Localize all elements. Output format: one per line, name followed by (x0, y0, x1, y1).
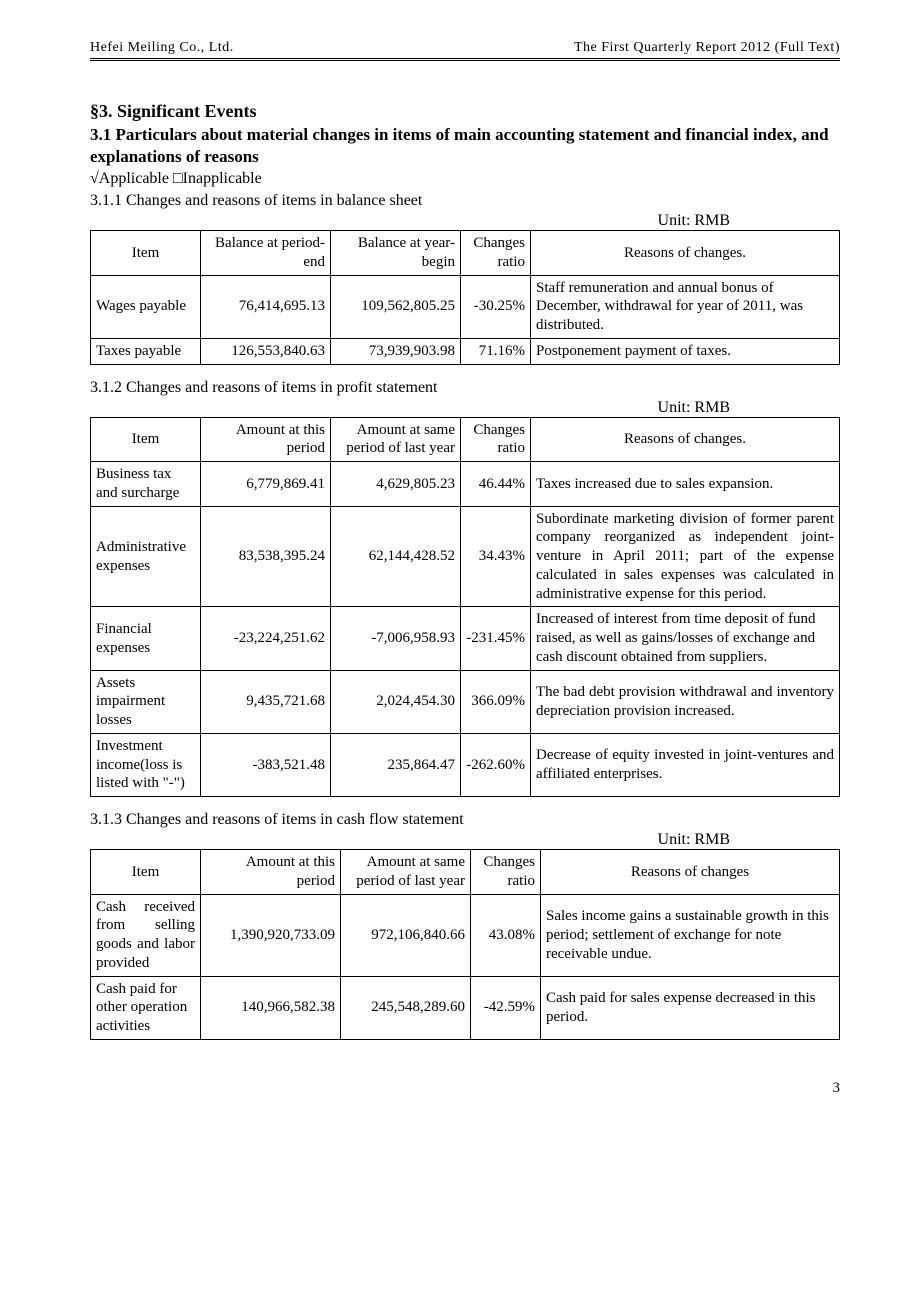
section-title: §3. Significant Events (90, 101, 840, 122)
table-row: Cash received from selling goods and lab… (91, 894, 840, 976)
cell-amount-b: 109,562,805.25 (331, 275, 461, 338)
cell-reason: Subordinate marketing division of former… (531, 506, 840, 607)
col-item: Item (91, 417, 201, 462)
cell-amount-a: -23,224,251.62 (201, 607, 331, 670)
cell-item: Administrative expenses (91, 506, 201, 607)
cell-ratio: -231.45% (461, 607, 531, 670)
table-row: Business tax and surcharge6,779,869.414,… (91, 462, 840, 507)
col-item: Item (91, 231, 201, 276)
cell-reason: Decrease of equity invested in joint-ven… (531, 733, 840, 796)
cell-ratio: -262.60% (461, 733, 531, 796)
cash-flow-table: Item Amount at this period Amount at sam… (90, 849, 840, 1040)
cell-ratio: 43.08% (471, 894, 541, 976)
cell-amount-b: 245,548,289.60 (341, 976, 471, 1039)
cell-amount-b: 73,939,903.98 (331, 338, 461, 364)
subsection-title: 3.1 Particulars about material changes i… (90, 124, 840, 168)
col-last: Amount at same period of last year (331, 417, 461, 462)
cell-amount-a: 1,390,920,733.09 (201, 894, 341, 976)
header-rule-top (90, 58, 840, 59)
cell-item: Cash paid for other operation activities (91, 976, 201, 1039)
cell-reason: Postponement payment of taxes. (531, 338, 840, 364)
col-ratio: Changes ratio (461, 417, 531, 462)
table-header-row: Item Balance at period-end Balance at ye… (91, 231, 840, 276)
balance-sheet-table: Item Balance at period-end Balance at ye… (90, 230, 840, 365)
table1-unit: Unit: RMB (90, 212, 840, 230)
cell-amount-a: 76,414,695.13 (201, 275, 331, 338)
cell-amount-a: 83,538,395.24 (201, 506, 331, 607)
col-this: Amount at this period (201, 417, 331, 462)
applicability-line: √Applicable □Inapplicable (90, 170, 840, 188)
table-header-row: Item Amount at this period Amount at sam… (91, 417, 840, 462)
table-row: Investment income(loss is listed with "-… (91, 733, 840, 796)
table2-caption: 3.1.2 Changes and reasons of items in pr… (90, 379, 840, 397)
header-company: Hefei Meiling Co., Ltd. (90, 40, 234, 56)
col-ratio: Changes ratio (471, 850, 541, 895)
col-item: Item (91, 850, 201, 895)
col-reason: Reasons of changes. (531, 231, 840, 276)
cell-ratio: 71.16% (461, 338, 531, 364)
cell-reason: Cash paid for sales expense decreased in… (541, 976, 840, 1039)
table-row: Wages payable76,414,695.13109,562,805.25… (91, 275, 840, 338)
col-end: Balance at period-end (201, 231, 331, 276)
cell-amount-b: 972,106,840.66 (341, 894, 471, 976)
header-rule-bottom (90, 60, 840, 61)
cell-item: Wages payable (91, 275, 201, 338)
cell-amount-a: 140,966,582.38 (201, 976, 341, 1039)
table3-caption: 3.1.3 Changes and reasons of items in ca… (90, 811, 840, 829)
cell-amount-b: -7,006,958.93 (331, 607, 461, 670)
cell-item: Taxes payable (91, 338, 201, 364)
cell-ratio: -42.59% (471, 976, 541, 1039)
col-reason: Reasons of changes. (531, 417, 840, 462)
cell-reason: Sales income gains a sustainable growth … (541, 894, 840, 976)
table-row: Taxes payable126,553,840.6373,939,903.98… (91, 338, 840, 364)
table1-caption: 3.1.1 Changes and reasons of items in ba… (90, 192, 840, 210)
page-number: 3 (90, 1080, 840, 1097)
table-row: Financial expenses-23,224,251.62-7,006,9… (91, 607, 840, 670)
col-ratio: Changes ratio (461, 231, 531, 276)
cell-amount-a: 9,435,721.68 (201, 670, 331, 733)
cell-item: Financial expenses (91, 607, 201, 670)
cell-reason: The bad debt provision withdrawal and in… (531, 670, 840, 733)
cell-amount-a: 126,553,840.63 (201, 338, 331, 364)
table2-unit: Unit: RMB (90, 399, 840, 417)
cell-ratio: 46.44% (461, 462, 531, 507)
cell-item: Investment income(loss is listed with "-… (91, 733, 201, 796)
col-this: Amount at this period (201, 850, 341, 895)
cell-amount-b: 4,629,805.23 (331, 462, 461, 507)
col-reason: Reasons of changes (541, 850, 840, 895)
cell-reason: Staff remuneration and annual bonus of D… (531, 275, 840, 338)
table-row: Cash paid for other operation activities… (91, 976, 840, 1039)
profit-statement-table: Item Amount at this period Amount at sam… (90, 417, 840, 798)
cell-ratio: -30.25% (461, 275, 531, 338)
cell-ratio: 366.09% (461, 670, 531, 733)
cell-item: Cash received from selling goods and lab… (91, 894, 201, 976)
table-header-row: Item Amount at this period Amount at sam… (91, 850, 840, 895)
cell-reason: Taxes increased due to sales expansion. (531, 462, 840, 507)
cell-item: Assets impairment losses (91, 670, 201, 733)
cell-item: Business tax and surcharge (91, 462, 201, 507)
cell-reason: Increased of interest from time deposit … (531, 607, 840, 670)
header-report-title: The First Quarterly Report 2012 (Full Te… (574, 40, 840, 56)
table3-unit: Unit: RMB (90, 831, 840, 849)
cell-ratio: 34.43% (461, 506, 531, 607)
table-row: Administrative expenses83,538,395.2462,1… (91, 506, 840, 607)
cell-amount-b: 62,144,428.52 (331, 506, 461, 607)
cell-amount-a: -383,521.48 (201, 733, 331, 796)
col-last: Amount at same period of last year (341, 850, 471, 895)
cell-amount-a: 6,779,869.41 (201, 462, 331, 507)
col-begin: Balance at year-begin (331, 231, 461, 276)
table-row: Assets impairment losses9,435,721.682,02… (91, 670, 840, 733)
cell-amount-b: 235,864.47 (331, 733, 461, 796)
cell-amount-b: 2,024,454.30 (331, 670, 461, 733)
